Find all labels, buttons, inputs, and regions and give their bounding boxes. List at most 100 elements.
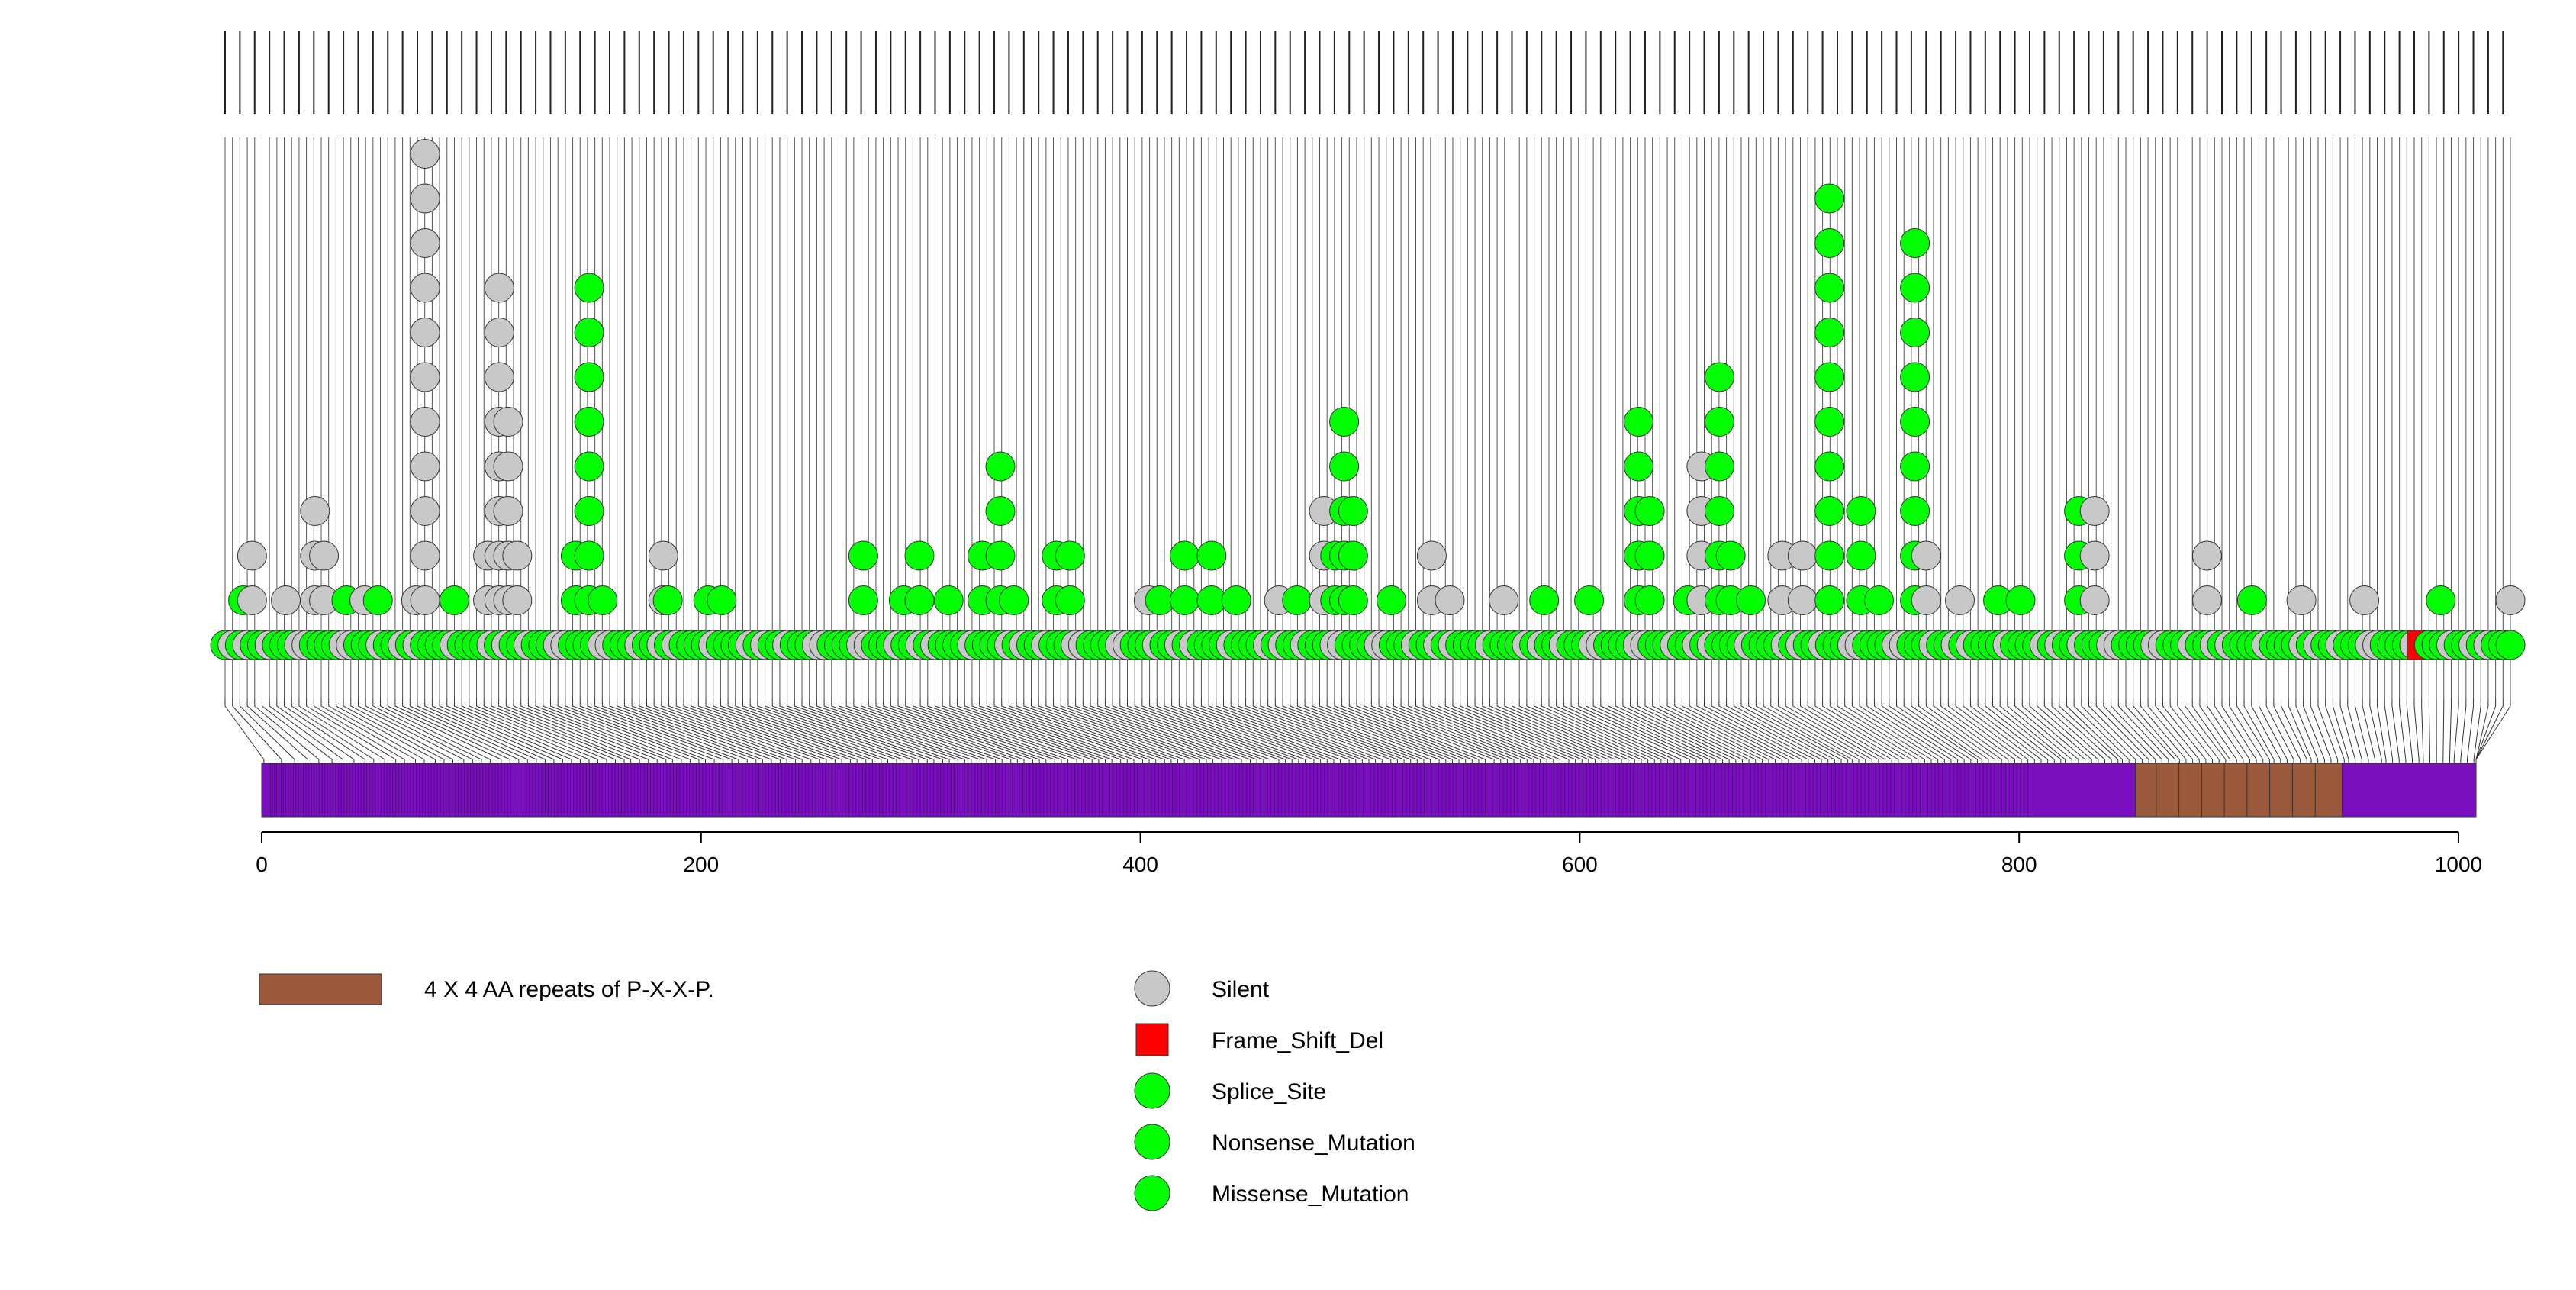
mutation-stack-circle bbox=[574, 362, 604, 392]
mutation-stack-circle bbox=[1900, 362, 1930, 392]
connector-line bbox=[890, 698, 1047, 763]
connector-line bbox=[1400, 698, 1534, 763]
connector-line bbox=[801, 698, 959, 763]
mutation-stack-circle bbox=[1704, 496, 1734, 526]
connector-line bbox=[683, 698, 836, 763]
connector-line bbox=[1090, 698, 1242, 763]
mutation-stack-circle bbox=[1338, 496, 1368, 526]
connector-line bbox=[875, 698, 1034, 763]
connector-line bbox=[1216, 698, 1363, 763]
mutation-stack-circle bbox=[1329, 451, 1360, 482]
connector-line bbox=[1474, 698, 1602, 763]
connector-line bbox=[357, 698, 465, 763]
connector-line bbox=[1563, 698, 1682, 763]
connector-line bbox=[1008, 698, 1165, 763]
connector-line bbox=[1075, 698, 1229, 763]
connector-line bbox=[749, 698, 904, 763]
connector-line bbox=[964, 698, 1122, 763]
connector-line bbox=[779, 698, 935, 763]
mutation-stack-circle bbox=[1221, 585, 1251, 615]
connector-line bbox=[1334, 698, 1473, 763]
connector-line bbox=[1452, 698, 1583, 763]
connector-line bbox=[2391, 698, 2400, 763]
mutation-stack-circle bbox=[410, 273, 440, 303]
mutation-stack-circle bbox=[2426, 585, 2456, 615]
connector-line bbox=[1164, 698, 1315, 763]
connector-line bbox=[1222, 698, 1370, 763]
connector-line bbox=[1570, 698, 1690, 763]
connector-line bbox=[1504, 698, 1629, 763]
connector-line bbox=[469, 698, 598, 763]
mutation-stack-circle bbox=[1787, 585, 1818, 615]
connector-line bbox=[2021, 698, 2086, 763]
connector-line bbox=[1290, 698, 1431, 763]
legend-mutation-label: Missense_Mutation bbox=[1212, 1182, 1409, 1207]
connector-line bbox=[1689, 698, 1796, 763]
connector-line bbox=[1171, 698, 1322, 763]
connector-line bbox=[957, 698, 1113, 763]
connector-line bbox=[1274, 698, 1418, 763]
connector-line bbox=[505, 698, 640, 763]
protein-track bbox=[261, 763, 2477, 818]
mutation-stack-circle bbox=[848, 540, 878, 571]
connector-line bbox=[912, 698, 1069, 763]
connector-line bbox=[1548, 698, 1669, 763]
connector-line bbox=[549, 698, 691, 763]
mutation-stack-circle bbox=[904, 540, 935, 571]
connector-line bbox=[838, 698, 997, 763]
legend-mutation-label: Nonsense_Mutation bbox=[1212, 1130, 1415, 1156]
connector-line bbox=[727, 698, 882, 763]
mutation-stack-circle bbox=[652, 585, 683, 615]
connector-line bbox=[594, 698, 739, 763]
connector-line bbox=[845, 698, 1003, 763]
connector-line bbox=[2037, 698, 2099, 763]
legend-circle-swatch bbox=[1134, 1124, 1170, 1160]
connector-line bbox=[1518, 698, 1642, 763]
connector-line bbox=[409, 698, 528, 763]
connector-line bbox=[2473, 698, 2481, 763]
mutation-stack-circle bbox=[933, 585, 964, 615]
connector-line bbox=[1592, 698, 1710, 763]
mutation-stack-circle bbox=[1900, 228, 1930, 258]
connector-line bbox=[2369, 698, 2382, 763]
connector-line-layer bbox=[224, 698, 2511, 763]
connector-line bbox=[276, 698, 355, 763]
connector-line bbox=[2014, 698, 2079, 763]
connector-line bbox=[1134, 698, 1286, 763]
connector-line bbox=[343, 698, 445, 763]
legend-square-swatch bbox=[1135, 1023, 1169, 1056]
mutation-label-layer bbox=[224, 31, 2504, 114]
mutation-stack-circle bbox=[2349, 585, 2380, 615]
connector-line bbox=[2325, 698, 2345, 763]
connector-line bbox=[1408, 698, 1541, 763]
connector-line bbox=[757, 698, 913, 763]
connector-line bbox=[2191, 698, 2231, 763]
connector-line bbox=[1822, 698, 1912, 763]
legend-circle-swatch bbox=[1134, 970, 1170, 1007]
connector-line bbox=[942, 698, 1100, 763]
connector-line bbox=[1896, 698, 1978, 763]
connector-line bbox=[1807, 698, 1899, 763]
connector-line bbox=[2140, 698, 2187, 763]
mutation-stack-circle bbox=[985, 496, 1016, 526]
connector-line bbox=[284, 698, 365, 763]
connector-line bbox=[535, 698, 673, 763]
connector-line bbox=[1053, 698, 1207, 763]
mutation-circle bbox=[2495, 630, 2526, 660]
connector-line bbox=[483, 698, 617, 763]
connector-line bbox=[2251, 698, 2281, 763]
connector-line bbox=[668, 698, 820, 763]
connector-line bbox=[986, 698, 1143, 763]
connector-line bbox=[2265, 698, 2294, 763]
connector-line bbox=[1370, 698, 1508, 763]
connector-line bbox=[2051, 698, 2112, 763]
connector-line bbox=[1763, 698, 1860, 763]
legend: 4 X 4 AA repeats of P-X-X-P. Silent Frame_… bbox=[259, 970, 1415, 1211]
mutation-stack-circle bbox=[1736, 585, 1766, 615]
connector-line bbox=[461, 698, 590, 763]
connector-line bbox=[2214, 698, 2250, 763]
connector-line bbox=[1112, 698, 1264, 763]
connector-line bbox=[787, 698, 943, 763]
connector-line bbox=[1001, 698, 1157, 763]
